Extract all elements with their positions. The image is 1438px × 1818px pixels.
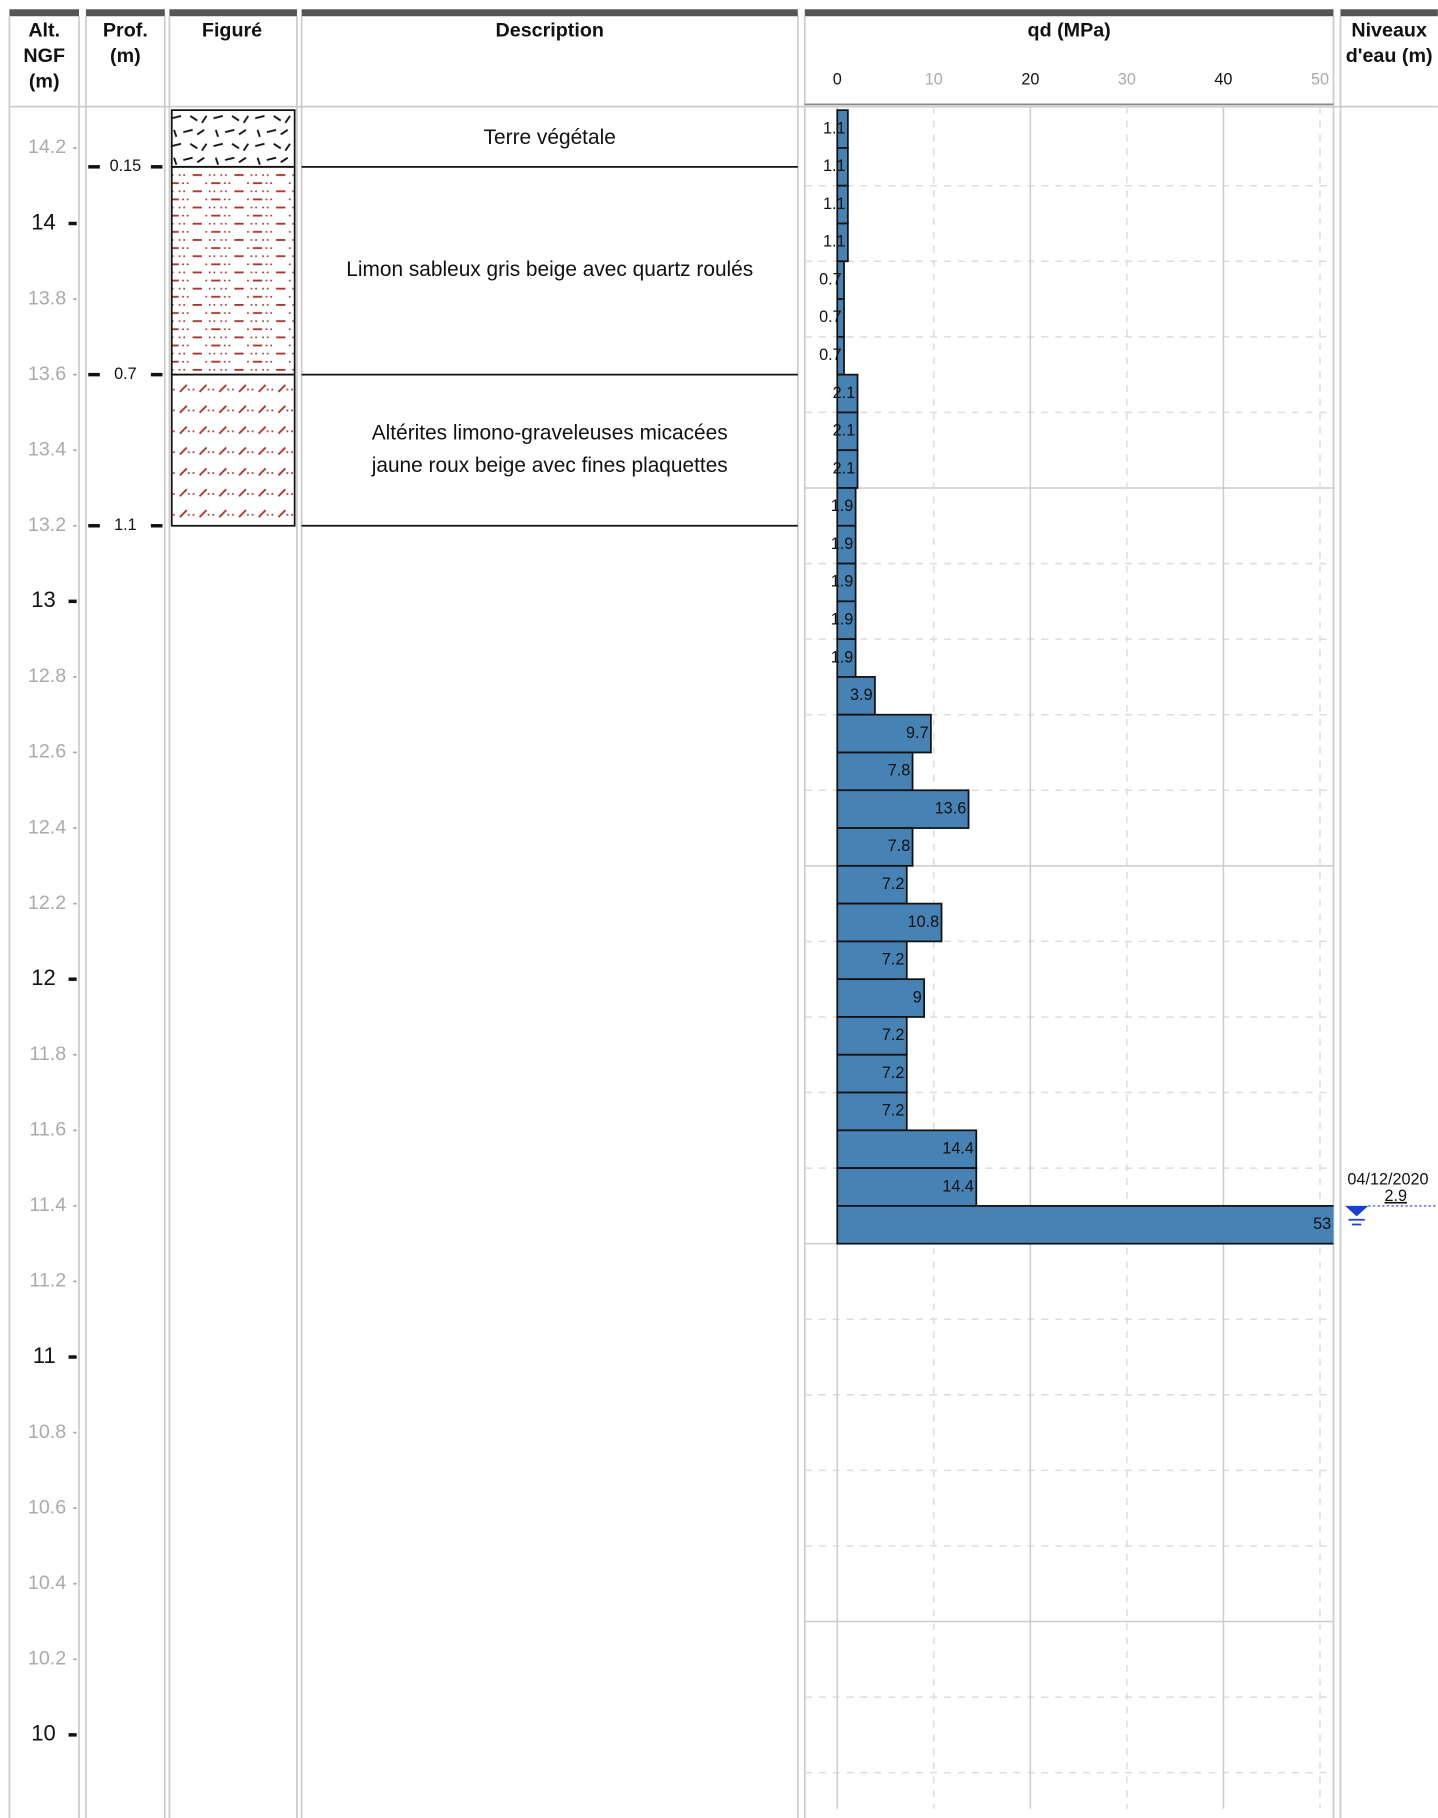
header-figure: Figuré xyxy=(202,20,262,42)
y-tick-label: 13.6 xyxy=(28,363,66,385)
y-tick-label: 14.2 xyxy=(28,136,66,158)
value-label: 2.1 xyxy=(833,459,856,477)
x-tick-label: 10 xyxy=(925,70,943,88)
depth-label: 0.15 xyxy=(110,157,142,175)
value-label: 7.8 xyxy=(888,762,911,780)
y-tick-label: 10 xyxy=(31,1721,56,1746)
water-date: 04/12/2020 xyxy=(1347,1171,1428,1189)
value-label: 7.8 xyxy=(888,837,911,855)
value-label: 1.1 xyxy=(823,233,846,251)
bar xyxy=(836,676,876,716)
y-tick-label: 12.6 xyxy=(28,741,66,763)
value-label: 7.2 xyxy=(882,1102,905,1120)
header-altitude: NGF xyxy=(23,45,65,67)
value-label: 1.1 xyxy=(823,157,846,175)
layer-description: Altérites limono-graveleuses micacées xyxy=(372,421,728,444)
x-tick-label: 50 xyxy=(1311,70,1329,88)
value-label: 1.9 xyxy=(831,535,854,553)
x-tick-label: 40 xyxy=(1214,70,1232,88)
header-altitude: Alt. xyxy=(28,20,60,42)
value-label: 2.1 xyxy=(833,422,856,440)
bar xyxy=(836,827,914,867)
y-tick-label: 12.4 xyxy=(28,816,66,838)
value-label: 3.9 xyxy=(850,686,873,704)
y-tick-label: 11.4 xyxy=(29,1194,66,1216)
y-tick-label: 14 xyxy=(31,209,56,234)
depth-label: 1.1 xyxy=(114,516,137,534)
header-bars xyxy=(9,9,1438,17)
header-depth: (m) xyxy=(110,45,141,67)
value-label: 2.1 xyxy=(833,384,856,402)
y-tick-label: 13.2 xyxy=(28,514,66,536)
value-label: 14.4 xyxy=(942,1139,974,1157)
column-frames xyxy=(8,16,1438,1818)
value-label: 7.2 xyxy=(882,1026,905,1044)
value-label: 0.7 xyxy=(819,346,842,364)
value-label: 0.7 xyxy=(819,308,842,326)
y-tick-label: 12.8 xyxy=(28,665,66,687)
y-tick-label: 12.2 xyxy=(28,892,66,914)
header-water: Niveaux xyxy=(1351,20,1427,42)
value-label: 7.2 xyxy=(882,875,905,893)
value-label: 7.2 xyxy=(882,1064,905,1082)
y-tick-label: 10.8 xyxy=(28,1421,66,1443)
layer-description: jaune roux beige avec fines plaquettes xyxy=(371,454,728,477)
value-label: 9.7 xyxy=(906,724,929,742)
value-label: 13.6 xyxy=(935,799,967,817)
y-tick-label: 10.2 xyxy=(28,1648,66,1670)
y-tick-label: 13 xyxy=(31,587,56,612)
bar xyxy=(836,1053,908,1094)
water-lines xyxy=(1348,1218,1365,1226)
y-tick-label: 13.4 xyxy=(28,438,66,460)
bar xyxy=(836,789,970,829)
bar xyxy=(836,1091,908,1132)
layer-description: Terre végétale xyxy=(484,126,616,149)
value-label: 1.9 xyxy=(831,497,854,515)
water-depth-label: 2.9 xyxy=(1385,1187,1408,1205)
x-tick-label: 30 xyxy=(1118,70,1136,88)
y-tick-label: 12 xyxy=(31,965,56,990)
x-tick-label: 20 xyxy=(1021,70,1039,88)
depth-label: 0.7 xyxy=(114,365,137,383)
value-label: 9 xyxy=(913,988,922,1006)
lithology xyxy=(170,165,296,376)
lithology xyxy=(170,109,296,168)
y-tick-label: 11.2 xyxy=(29,1270,66,1292)
x-tick-label: 0 xyxy=(833,70,842,88)
bar xyxy=(836,1167,978,1207)
value-label: 1.9 xyxy=(831,648,854,666)
lithology xyxy=(170,373,296,527)
value-label: 1.9 xyxy=(831,611,854,629)
y-tick-label: 11.6 xyxy=(29,1119,66,1141)
water-marker xyxy=(1345,1205,1369,1217)
bar xyxy=(836,978,926,1018)
header-depth: Prof. xyxy=(103,20,148,42)
y-tick-label: 11.8 xyxy=(29,1043,66,1065)
y-tick-label: 10.4 xyxy=(28,1572,66,1594)
qd-bars xyxy=(836,109,1334,1245)
header-altitude: (m) xyxy=(29,71,60,93)
bar xyxy=(836,1129,978,1169)
value-label: 1.1 xyxy=(823,119,846,137)
value-label: 14.4 xyxy=(942,1177,974,1195)
y-tick-label: 13.8 xyxy=(28,287,66,309)
y-tick-label: 10.6 xyxy=(28,1496,66,1518)
bar xyxy=(836,1205,1334,1245)
value-label: 1.1 xyxy=(823,195,846,213)
value-label: 1.9 xyxy=(831,573,854,591)
y-tick-label: 11 xyxy=(33,1343,56,1368)
value-label: 7.2 xyxy=(882,951,905,969)
header-description: Description xyxy=(496,20,604,42)
header-qd: qd (MPa) xyxy=(1028,20,1111,42)
layer-description: Limon sableux gris beige avec quartz rou… xyxy=(346,258,753,281)
value-label: 0.7 xyxy=(819,270,842,288)
value-label: 53 xyxy=(1313,1215,1331,1233)
value-label: 10.8 xyxy=(908,913,940,931)
header-water: d'eau (m) xyxy=(1346,45,1433,67)
